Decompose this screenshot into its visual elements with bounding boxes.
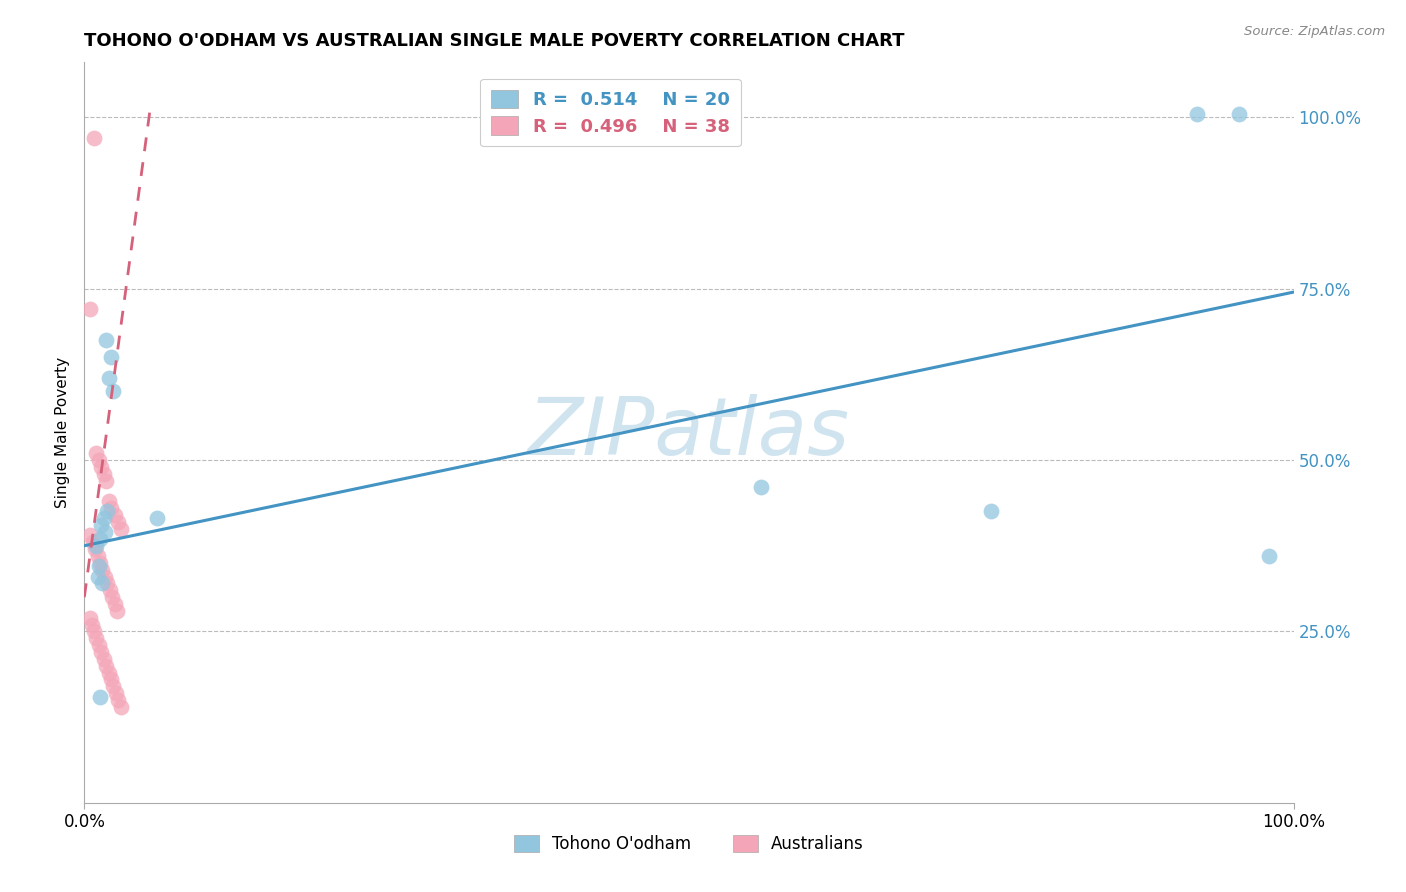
Point	[101, 590, 124, 604]
Point	[90, 645, 112, 659]
Point	[86, 446, 108, 460]
Point	[98, 583, 121, 598]
Point	[94, 658, 117, 673]
Point	[93, 467, 115, 481]
Point	[84, 542, 107, 557]
Point	[94, 569, 117, 583]
Point	[83, 131, 105, 145]
Point	[96, 504, 118, 518]
Point	[94, 474, 117, 488]
Legend: Tohono O'odham, Australians: Tohono O'odham, Australians	[506, 826, 872, 861]
Point	[107, 693, 129, 707]
Point	[146, 511, 169, 525]
Point	[97, 494, 120, 508]
Point	[86, 569, 108, 583]
Point	[79, 528, 101, 542]
Y-axis label: Single Male Poverty: Single Male Poverty	[55, 357, 70, 508]
Point	[94, 333, 117, 347]
Point	[751, 480, 773, 494]
Point	[93, 511, 115, 525]
Point	[1227, 107, 1250, 121]
Point	[91, 563, 114, 577]
Point	[100, 673, 122, 687]
Text: TOHONO O'ODHAM VS AUSTRALIAN SINGLE MALE POVERTY CORRELATION CHART: TOHONO O'ODHAM VS AUSTRALIAN SINGLE MALE…	[84, 32, 905, 50]
Point	[89, 690, 111, 704]
Point	[103, 679, 125, 693]
Point	[100, 501, 122, 516]
Text: ZIPatlas: ZIPatlas	[527, 393, 851, 472]
Point	[80, 617, 103, 632]
Text: Source: ZipAtlas.com: Source: ZipAtlas.com	[1244, 25, 1385, 38]
Point	[86, 632, 108, 646]
Point	[110, 522, 132, 536]
Point	[86, 549, 108, 563]
Point	[105, 604, 128, 618]
Point	[104, 508, 127, 522]
Point	[89, 556, 111, 570]
Point	[980, 504, 1002, 518]
Point	[96, 576, 118, 591]
Point	[90, 518, 112, 533]
Point	[87, 559, 110, 574]
Point	[1258, 549, 1281, 563]
Point	[104, 686, 127, 700]
Point	[87, 453, 110, 467]
Point	[94, 524, 117, 539]
Point	[79, 610, 101, 624]
Point	[91, 576, 114, 591]
Point	[87, 638, 110, 652]
Point	[93, 652, 115, 666]
Point	[110, 699, 132, 714]
Point	[103, 384, 125, 399]
Point	[82, 535, 104, 549]
Point	[107, 515, 129, 529]
Point	[1185, 107, 1208, 121]
Point	[83, 624, 105, 639]
Point	[90, 459, 112, 474]
Point	[104, 597, 127, 611]
Point	[89, 532, 111, 546]
Point	[86, 539, 108, 553]
Point	[79, 302, 101, 317]
Point	[97, 371, 120, 385]
Point	[100, 350, 122, 364]
Point	[97, 665, 120, 680]
